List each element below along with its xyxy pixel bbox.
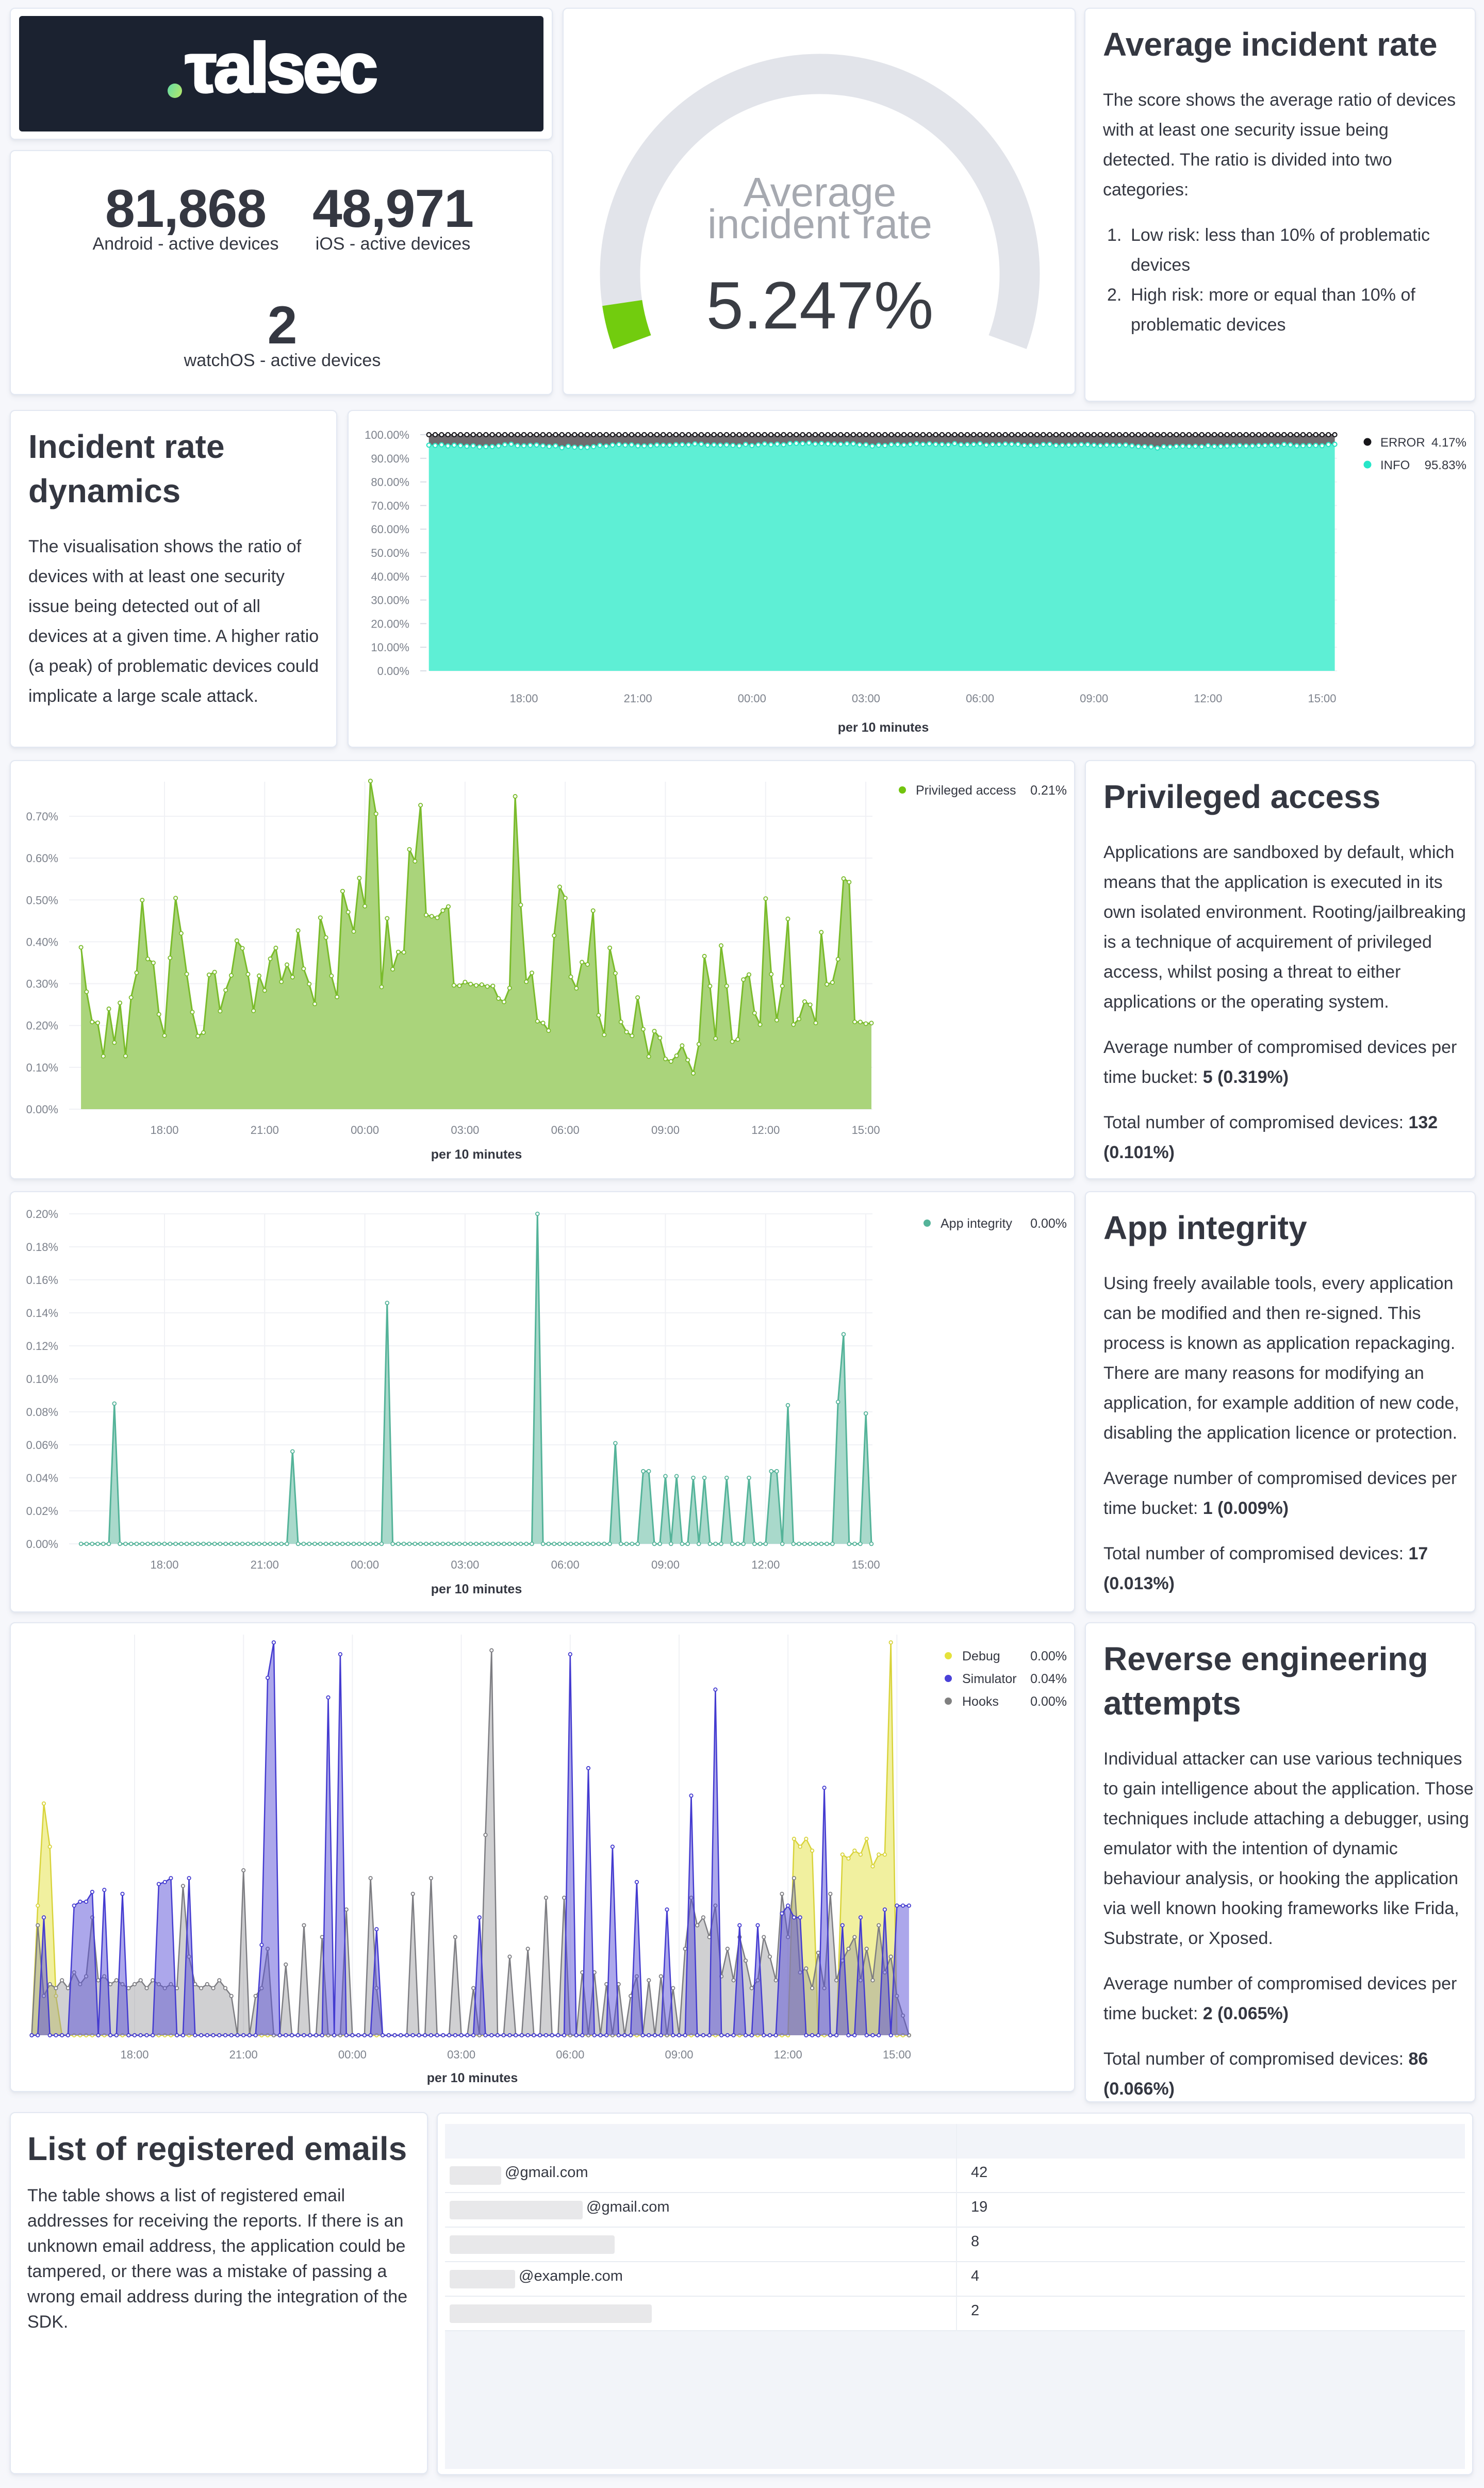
svg-text:09:00: 09:00 bbox=[651, 1124, 680, 1136]
svg-text:09:00: 09:00 bbox=[665, 2048, 693, 2061]
svg-text:06:00: 06:00 bbox=[966, 692, 994, 705]
svg-text:03:00: 03:00 bbox=[447, 2048, 475, 2061]
svg-text:0.04%: 0.04% bbox=[1030, 1672, 1067, 1686]
svg-text:12:00: 12:00 bbox=[774, 2048, 802, 2061]
svg-text:0.10%: 0.10% bbox=[26, 1061, 58, 1074]
svg-text:03:00: 03:00 bbox=[852, 692, 880, 705]
svg-text:06:00: 06:00 bbox=[551, 1558, 580, 1571]
svg-text:0.40%: 0.40% bbox=[26, 935, 58, 948]
svg-text:10.00%: 10.00% bbox=[371, 641, 409, 654]
svg-text:5.247%: 5.247% bbox=[706, 268, 934, 343]
svg-text:0.18%: 0.18% bbox=[26, 1241, 58, 1254]
svg-text:0.02%: 0.02% bbox=[26, 1505, 58, 1518]
svg-text:12:00: 12:00 bbox=[751, 1124, 780, 1136]
svg-text:95.83%: 95.83% bbox=[1425, 458, 1466, 472]
svg-text:App integrity: App integrity bbox=[941, 1216, 1012, 1231]
svg-text:incident rate: incident rate bbox=[707, 201, 932, 247]
svg-text:0.70%: 0.70% bbox=[26, 810, 58, 823]
svg-text:30.00%: 30.00% bbox=[371, 594, 409, 607]
svg-text:15:00: 15:00 bbox=[883, 2048, 911, 2061]
svg-text:00:00: 00:00 bbox=[738, 692, 766, 705]
svg-text:06:00: 06:00 bbox=[556, 2048, 584, 2061]
svg-text:0.16%: 0.16% bbox=[26, 1274, 58, 1287]
svg-text:18:00: 18:00 bbox=[120, 2048, 149, 2061]
svg-text:Hooks: Hooks bbox=[962, 1694, 999, 1709]
svg-text:0.30%: 0.30% bbox=[26, 978, 58, 991]
svg-text:per 10 minutes: per 10 minutes bbox=[431, 1582, 522, 1596]
svg-text:21:00: 21:00 bbox=[251, 1124, 279, 1136]
svg-text:15:00: 15:00 bbox=[852, 1558, 880, 1571]
svg-text:21:00: 21:00 bbox=[251, 1558, 279, 1571]
svg-text:0.14%: 0.14% bbox=[26, 1307, 58, 1320]
svg-text:0.06%: 0.06% bbox=[26, 1439, 58, 1452]
svg-text:INFO: INFO bbox=[1380, 458, 1410, 472]
svg-text:20.00%: 20.00% bbox=[371, 617, 409, 630]
svg-text:Debug: Debug bbox=[962, 1649, 1000, 1663]
svg-text:60.00%: 60.00% bbox=[371, 523, 409, 536]
svg-text:per 10 minutes: per 10 minutes bbox=[838, 720, 929, 735]
svg-text:21:00: 21:00 bbox=[229, 2048, 258, 2061]
svg-text:per 10 minutes: per 10 minutes bbox=[431, 1147, 522, 1162]
svg-text:0.12%: 0.12% bbox=[26, 1340, 58, 1353]
svg-text:0.50%: 0.50% bbox=[26, 894, 58, 907]
svg-text:0.21%: 0.21% bbox=[1030, 783, 1067, 798]
svg-text:40.00%: 40.00% bbox=[371, 570, 409, 583]
svg-text:03:00: 03:00 bbox=[451, 1124, 479, 1136]
svg-text:0.10%: 0.10% bbox=[26, 1373, 58, 1386]
svg-text:4.17%: 4.17% bbox=[1431, 436, 1466, 450]
svg-text:12:00: 12:00 bbox=[751, 1558, 780, 1571]
svg-text:03:00: 03:00 bbox=[451, 1558, 479, 1571]
svg-text:0.00%: 0.00% bbox=[1030, 1216, 1067, 1231]
svg-text:Simulator: Simulator bbox=[962, 1672, 1017, 1686]
svg-text:06:00: 06:00 bbox=[551, 1124, 580, 1136]
svg-text:0.00%: 0.00% bbox=[26, 1538, 58, 1551]
svg-text:0.00%: 0.00% bbox=[1030, 1694, 1067, 1709]
svg-text:00:00: 00:00 bbox=[351, 1558, 379, 1571]
svg-text:21:00: 21:00 bbox=[624, 692, 652, 705]
svg-text:09:00: 09:00 bbox=[1080, 692, 1108, 705]
svg-text:50.00%: 50.00% bbox=[371, 547, 409, 559]
svg-text:90.00%: 90.00% bbox=[371, 452, 409, 465]
svg-text:Privileged access: Privileged access bbox=[916, 783, 1016, 798]
svg-text:18:00: 18:00 bbox=[150, 1558, 178, 1571]
svg-text:09:00: 09:00 bbox=[651, 1558, 680, 1571]
svg-text:18:00: 18:00 bbox=[150, 1124, 178, 1136]
svg-text:0.08%: 0.08% bbox=[26, 1406, 58, 1419]
svg-text:0.00%: 0.00% bbox=[1030, 1649, 1067, 1663]
svg-text:18:00: 18:00 bbox=[509, 692, 538, 705]
svg-text:80.00%: 80.00% bbox=[371, 476, 409, 489]
svg-text:00:00: 00:00 bbox=[351, 1124, 379, 1136]
svg-text:Average: Average bbox=[744, 169, 897, 215]
svg-text:0.60%: 0.60% bbox=[26, 852, 58, 865]
svg-text:70.00%: 70.00% bbox=[371, 499, 409, 512]
svg-text:0.20%: 0.20% bbox=[26, 1019, 58, 1032]
svg-text:per 10 minutes: per 10 minutes bbox=[427, 2071, 518, 2085]
svg-text:100.00%: 100.00% bbox=[365, 429, 409, 441]
svg-text:0.04%: 0.04% bbox=[26, 1472, 58, 1485]
svg-text:ERROR: ERROR bbox=[1380, 436, 1425, 450]
svg-text:12:00: 12:00 bbox=[1194, 692, 1222, 705]
svg-text:15:00: 15:00 bbox=[852, 1124, 880, 1136]
svg-text:0.20%: 0.20% bbox=[26, 1208, 58, 1221]
svg-text:0.00%: 0.00% bbox=[377, 665, 409, 678]
svg-text:00:00: 00:00 bbox=[338, 2048, 367, 2061]
svg-text:0.00%: 0.00% bbox=[26, 1103, 58, 1116]
svg-text:15:00: 15:00 bbox=[1308, 692, 1336, 705]
